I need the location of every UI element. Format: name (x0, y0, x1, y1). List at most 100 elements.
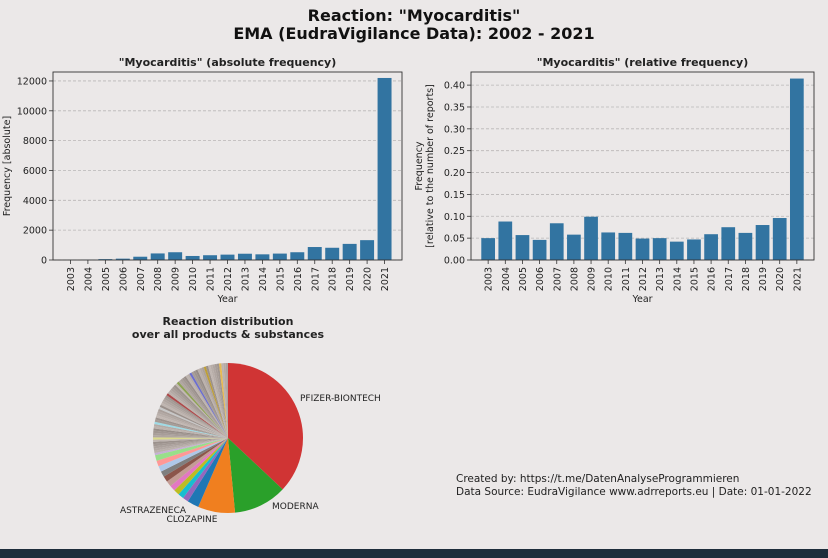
x-tick-label: 2005 (101, 267, 112, 291)
bar-2016 (290, 252, 305, 260)
pie-label: CLOZAPINE (167, 515, 218, 525)
bar-2020 (772, 218, 787, 260)
pie-slice-other (166, 438, 228, 487)
x-tick-label: 2011 (206, 267, 217, 291)
pie-slice-other (181, 377, 228, 438)
pie-title: over all products & substances (132, 328, 325, 341)
x-tick-label: 2006 (118, 267, 129, 291)
bar-2011 (618, 232, 633, 260)
pie-slice-other (207, 365, 228, 438)
pie-slice-other (170, 388, 228, 438)
pie-slice-other (219, 363, 228, 438)
pie-slice-other (153, 437, 228, 440)
data-source-text: Data Source: EudraVigilance www.adrrepor… (456, 486, 812, 498)
bar-2017 (307, 247, 322, 260)
pie-slice-other (183, 376, 228, 438)
pie-slice-other (164, 396, 228, 438)
pie-slice-other (160, 402, 228, 438)
y-tick-label: 0.10 (444, 212, 465, 223)
bar-2017 (721, 227, 736, 260)
x-tick-label: 2018 (741, 267, 752, 291)
x-tick-label: 2011 (621, 267, 632, 291)
x-tick-label: 2004 (83, 267, 94, 291)
pie-slice-other (178, 438, 228, 499)
x-tick-label: 2021 (792, 267, 803, 291)
y-tick-label: 2000 (23, 226, 47, 237)
y-tick-label: 0.30 (444, 124, 465, 135)
bar-2011 (203, 255, 218, 260)
relative-frequency-chart: 0.00 0.05 0.10 0.15 0.20 0.25 0.30 0.35 0.40 2003… (414, 56, 815, 305)
bar-2019 (755, 225, 770, 260)
bar-2018 (325, 247, 340, 260)
pie-slice-other (173, 384, 228, 438)
bar-2015 (272, 253, 287, 260)
x-tick-label: 2010 (604, 267, 615, 291)
pie-label: ASTRAZENECA (120, 506, 187, 516)
x-tick-label: 2020 (775, 267, 786, 291)
x-tick-label: 2014 (258, 267, 269, 291)
y-axis-label: Frequency (414, 141, 425, 190)
bar-2012 (635, 238, 650, 260)
y-tick-label: 6000 (23, 166, 47, 177)
x-tick-label: 2005 (518, 267, 529, 291)
x-tick-label: 2021 (380, 267, 391, 291)
y-tick-label: 12000 (17, 76, 47, 87)
x-tick-label: 2015 (689, 267, 700, 291)
x-tick-label: 2003 (66, 267, 77, 291)
y-tick-label: 0.35 (444, 102, 465, 113)
bar-2015 (687, 239, 701, 260)
pie-slice-other (153, 435, 228, 438)
x-axis-label: Year (216, 294, 237, 305)
pie-slice-other (189, 372, 228, 438)
pie-title: Reaction distribution (163, 315, 294, 328)
x-tick-label: 2012 (223, 267, 234, 291)
pie-slice-other (187, 373, 228, 438)
chart-title: "Myocarditis" (relative frequency) (537, 56, 749, 69)
pie-slice-other (212, 364, 228, 438)
pie-slice-astrazeneca (187, 438, 228, 507)
bar-2013 (237, 253, 252, 260)
pie-slice-other (165, 395, 228, 438)
pie-slice-other (199, 367, 228, 438)
pie-slice-other (197, 368, 228, 438)
page-title: Reaction: "Myocarditis" (307, 6, 521, 25)
bar-2009 (168, 252, 183, 260)
pie-label: PFIZER-BIONTECH (300, 394, 381, 404)
pie-slice-other (167, 391, 228, 438)
y-tick-label: 10000 (17, 106, 47, 117)
bar-2019 (342, 243, 357, 260)
pie-slice-other (153, 438, 228, 447)
x-tick-label: 2012 (638, 267, 649, 291)
bar-2006 (532, 239, 547, 260)
pie-slice-other (153, 428, 228, 438)
bar-2006 (115, 258, 130, 260)
footer-bar (0, 549, 828, 558)
absolute-frequency-chart: 0 2000 4000 6000 8000 10000 12000 2003 2004 2005 2… (2, 56, 403, 305)
pie-slice-other (154, 438, 228, 454)
y-tick-label: 0.20 (444, 168, 465, 179)
credit-text: Created by: https://t.me/DatenAnalysePro… (456, 473, 740, 485)
x-tick-label: 2008 (153, 267, 164, 291)
pie-slice-other (153, 426, 228, 438)
pie-slice-other (162, 398, 228, 438)
bar-2007 (133, 256, 148, 260)
x-tick-label: 2004 (501, 267, 512, 291)
y-tick-label: 0.40 (444, 81, 465, 92)
pie-slice-other (193, 370, 228, 438)
pie-slice-other (153, 438, 228, 445)
bar-2009 (584, 216, 598, 260)
pie-slice-other (205, 365, 228, 438)
pie-slice-other (178, 380, 228, 438)
y-tick-label: 0.25 (444, 146, 465, 157)
bar-2018 (738, 232, 753, 260)
bar-2012 (220, 254, 235, 260)
x-tick-label: 2013 (655, 267, 666, 291)
x-tick-label: 2017 (310, 267, 321, 291)
y-tick-label: 8000 (23, 136, 47, 147)
pie-slice-other (153, 438, 228, 449)
pie-slice-other (153, 438, 228, 451)
pie-slice-other (175, 383, 228, 438)
pie-slice-other (158, 408, 228, 438)
bar-2014 (255, 254, 270, 260)
